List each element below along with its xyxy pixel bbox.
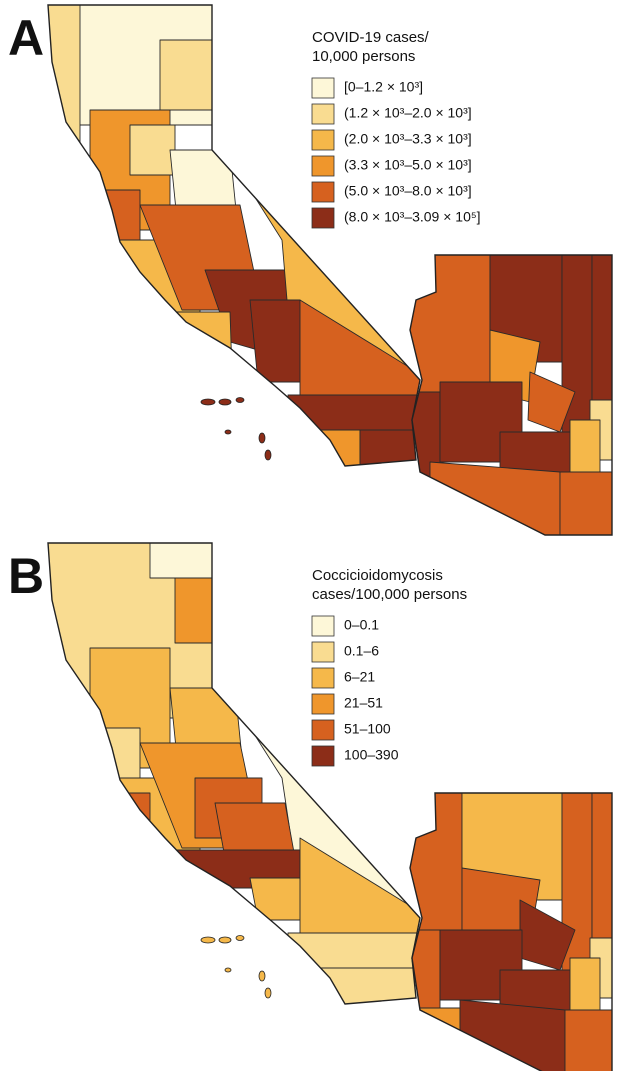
california-counties bbox=[40, 538, 430, 1010]
panel-label: A bbox=[8, 10, 44, 66]
legend-label: 100–390 bbox=[344, 747, 399, 763]
legend-title: 10,000 persons bbox=[312, 48, 415, 65]
legend-swatch bbox=[312, 668, 334, 688]
legend-label: (8.0 × 10³–3.09 × 10⁵] bbox=[344, 209, 481, 225]
california-counties bbox=[40, 0, 430, 472]
legend-swatch bbox=[312, 182, 334, 202]
figure: A COVID-19 cases/10,000 persons [0–1.2 × 1… bbox=[0, 0, 632, 1071]
legend-swatch bbox=[312, 130, 334, 150]
legend-swatch bbox=[312, 78, 334, 98]
legend-title: cases/100,000 persons bbox=[312, 586, 467, 603]
legend-label: 51–100 bbox=[344, 721, 391, 737]
arizona-counties bbox=[405, 250, 615, 540]
legend-label: (5.0 × 10³–8.0 × 10³] bbox=[344, 183, 472, 199]
legend-label: (2.0 × 10³–3.3 × 10³] bbox=[344, 131, 472, 147]
legend-label: (3.3 × 10³–5.0 × 10³] bbox=[344, 157, 472, 173]
legend-swatch bbox=[312, 616, 334, 636]
legend-label: 0–0.1 bbox=[344, 617, 379, 633]
legend-swatch bbox=[312, 156, 334, 176]
legend-swatch bbox=[312, 746, 334, 766]
legend-swatch bbox=[312, 208, 334, 228]
legend-title: COVID-19 cases/ bbox=[312, 29, 430, 46]
legend-label: 0.1–6 bbox=[344, 643, 379, 659]
legend-label: (1.2 × 10³–2.0 × 10³] bbox=[344, 105, 472, 121]
legend-label: 21–51 bbox=[344, 695, 383, 711]
legend-label: [0–1.2 × 10³] bbox=[344, 79, 423, 95]
panel-label: B bbox=[8, 548, 44, 604]
legend-swatch bbox=[312, 720, 334, 740]
legend-label: 6–21 bbox=[344, 669, 375, 685]
legend-swatch bbox=[312, 104, 334, 124]
legend-swatch bbox=[312, 642, 334, 662]
legend-swatch bbox=[312, 694, 334, 714]
legend-title: Coccicioidomycosis bbox=[312, 567, 443, 584]
